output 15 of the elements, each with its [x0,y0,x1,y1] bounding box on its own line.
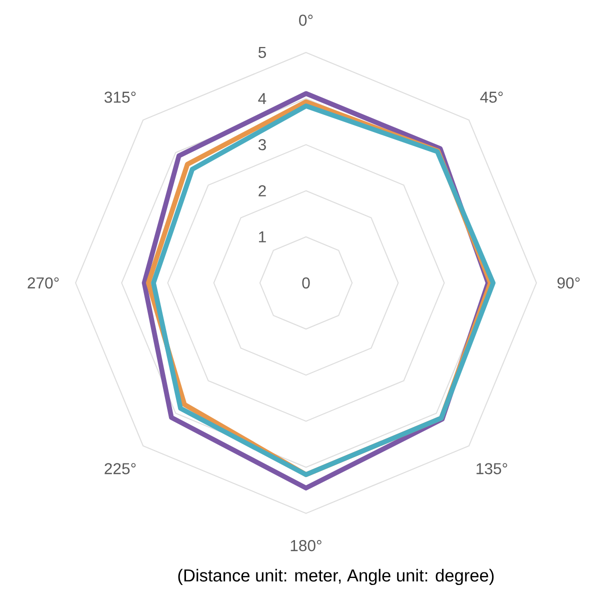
y-tick-label: 0 [302,277,310,289]
spoke-label: 315° [104,92,136,103]
y-tick-label: 1 [259,231,266,242]
text: (Distance unit: meter, Angle unit: degree) [178,568,494,586]
spoke-label: 45° [480,92,503,103]
spoke-label: 180° [290,540,322,552]
spoke-label: 0° [299,14,313,26]
y-tick-label: 4 [258,93,266,104]
y-tick-label: 2 [258,185,266,196]
y-tick-label: 3 [258,139,266,150]
y-tick-label: 5 [258,46,266,58]
spoke-label: 225° [104,463,136,474]
spoke-label: 270° [28,277,59,289]
spoke-label: 135° [476,463,508,474]
spoke-label: 90° [557,277,580,289]
